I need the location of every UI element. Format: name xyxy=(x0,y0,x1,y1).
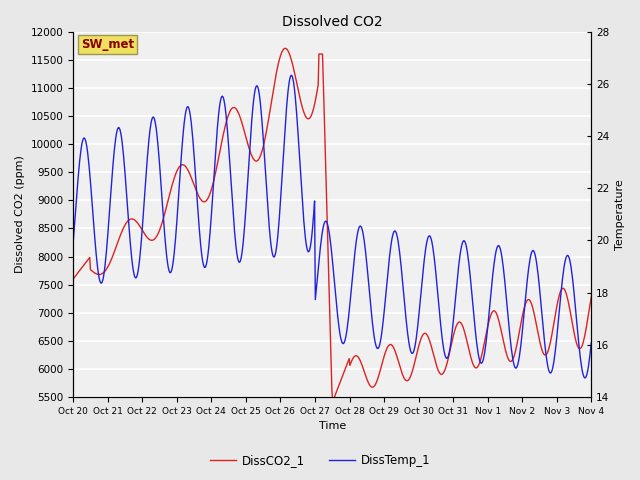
DissCO2_1 xyxy=(212,168,220,174)
Legend: DissCO2_1, DissTemp_1: DissCO2_1, DissTemp_1 xyxy=(205,449,435,472)
DissTemp_1 xyxy=(184,105,192,110)
DissCO2_1 xyxy=(412,356,419,362)
DissCO2_1 xyxy=(132,218,140,224)
Line: DissTemp_1: DissTemp_1 xyxy=(73,75,591,378)
DissTemp_1 xyxy=(588,339,595,345)
X-axis label: Time: Time xyxy=(319,421,346,432)
Y-axis label: Dissolved CO2 (ppm): Dissolved CO2 (ppm) xyxy=(15,156,25,273)
Y-axis label: Temperature: Temperature xyxy=(615,179,625,250)
DissCO2_1 xyxy=(184,168,192,174)
DissTemp_1 xyxy=(132,275,140,281)
DissCO2_1 xyxy=(329,399,337,405)
Line: DissCO2_1: DissCO2_1 xyxy=(73,48,591,402)
DissCO2_1 xyxy=(79,264,86,270)
DissTemp_1 xyxy=(581,375,589,381)
DissTemp_1 xyxy=(79,138,86,144)
DissTemp_1 xyxy=(288,72,296,78)
DissTemp_1 xyxy=(396,250,403,255)
DissCO2_1 xyxy=(397,365,404,371)
Title: Dissolved CO2: Dissolved CO2 xyxy=(282,15,383,29)
Text: SW_met: SW_met xyxy=(81,38,134,51)
DissTemp_1 xyxy=(411,344,419,350)
DissCO2_1 xyxy=(281,46,289,51)
DissTemp_1 xyxy=(69,240,77,246)
DissTemp_1 xyxy=(212,145,220,151)
DissCO2_1 xyxy=(69,276,77,282)
DissCO2_1 xyxy=(588,294,595,300)
